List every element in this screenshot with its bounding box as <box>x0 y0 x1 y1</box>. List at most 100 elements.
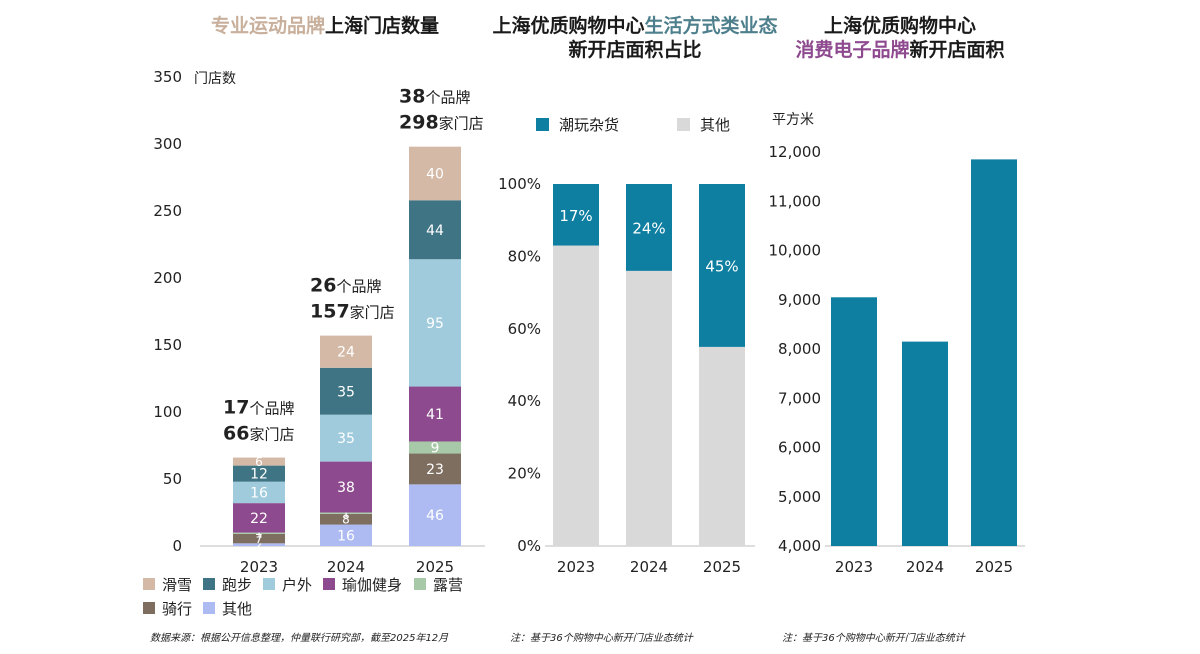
legend-swatch <box>263 578 275 590</box>
mid-chart-title: 上海优质购物中心生活方式类业态 新开店面积占比 <box>470 14 800 62</box>
y-axis-label: 平方米 <box>772 112 814 128</box>
bar-segment <box>320 461 372 513</box>
bar-segment <box>320 335 372 368</box>
segment-label: 16 <box>337 528 355 544</box>
bar-segment <box>320 524 372 546</box>
y-tick-label: 80% <box>508 247 541 265</box>
right-chart-title: 上海优质购物中心 消费电子品牌新开店面积 <box>770 14 1030 62</box>
y-tick-label: 0 <box>172 537 182 555</box>
bar-segment <box>233 543 285 546</box>
bar-segment <box>320 414 372 462</box>
segment-label: 2 <box>255 538 263 552</box>
segment-label: 23 <box>426 462 444 478</box>
y-tick-label: 250 <box>153 202 182 220</box>
legend-label: 骑行 <box>162 600 192 618</box>
store-count-annotation: 66家门店 <box>223 423 294 445</box>
x-tick-label: 2025 <box>703 558 741 576</box>
x-tick-label: 2023 <box>240 558 278 576</box>
y-tick-label: 100% <box>498 175 541 193</box>
y-tick-label: 9,000 <box>778 291 821 309</box>
segment-label: 40 <box>426 167 444 183</box>
segment-label: 44 <box>426 223 444 239</box>
bar-segment <box>409 259 461 387</box>
y-tick-label: 50 <box>163 470 182 488</box>
y-tick-label: 40% <box>508 392 541 410</box>
mid-title-plain: 上海优质购物中心 <box>492 15 645 37</box>
bar <box>831 297 877 546</box>
y-tick-label: 300 <box>153 135 182 153</box>
bar-segment <box>409 386 461 442</box>
y-tick-label: 8,000 <box>778 340 821 358</box>
x-tick-label: 2023 <box>557 558 595 576</box>
y-tick-label: 20% <box>508 465 541 483</box>
left-chart-title: 专业运动品牌上海门店数量 <box>160 14 490 38</box>
segment-label: 6 <box>255 455 263 469</box>
bar-segment <box>409 484 461 546</box>
bar <box>902 341 948 546</box>
left-title-highlight: 专业运动品牌 <box>210 15 325 37</box>
legend-swatch <box>677 118 690 131</box>
left-title-rest: 上海门店数量 <box>325 15 440 37</box>
y-tick-label: 7,000 <box>778 389 821 407</box>
bar-segment <box>233 457 285 466</box>
mid-title-line2: 新开店面积占比 <box>568 39 702 61</box>
legend-swatch <box>203 602 215 614</box>
legend-label: 其他 <box>222 600 252 618</box>
bar-segment <box>233 533 285 544</box>
right-source-note: 注：基于36个购物中心新开门店业态统计 <box>782 633 965 644</box>
y-tick-label: 5,000 <box>778 488 821 506</box>
bar-segment <box>626 270 672 546</box>
segment-label: 16 <box>250 485 268 501</box>
segment-label: 95 <box>426 316 444 332</box>
mid-source-note: 注：基于36个购物中心新开门店业态统计 <box>510 633 693 644</box>
bar-segment <box>409 453 461 485</box>
y-tick-label: 100 <box>153 403 182 421</box>
legend-label: 潮玩杂货 <box>559 116 619 134</box>
legend-swatch <box>143 602 155 614</box>
mid-title-highlight: 生活方式类业态 <box>644 15 778 37</box>
segment-label: 1 <box>342 506 350 520</box>
segment-label: 8 <box>342 513 350 527</box>
store-count-annotation: 298家门店 <box>399 112 484 134</box>
bar-segment <box>409 441 461 454</box>
segment-label: 22 <box>250 511 268 527</box>
bar-segment <box>233 503 285 533</box>
bar-segment <box>699 346 745 546</box>
segment-label: 24% <box>632 219 665 237</box>
legend-label: 露营 <box>433 576 463 594</box>
y-tick-label: 200 <box>153 269 182 287</box>
bar-segment <box>626 184 672 271</box>
y-tick-label: 11,000 <box>769 192 822 210</box>
bar-segment <box>320 513 372 525</box>
legend-swatch <box>414 578 426 590</box>
y-tick-label: 10,000 <box>769 242 822 260</box>
segment-label: 7 <box>255 532 263 546</box>
x-tick-label: 2025 <box>975 558 1013 576</box>
legend-label: 滑雪 <box>162 576 192 594</box>
bar-segment <box>553 184 599 246</box>
segment-label: 45% <box>705 257 738 275</box>
legend-swatch <box>536 118 549 131</box>
bar-segment <box>409 200 461 260</box>
y-tick-label: 150 <box>153 336 182 354</box>
brand-count-annotation: 17个品牌 <box>223 397 294 419</box>
x-tick-label: 2025 <box>416 558 454 576</box>
bar-segment <box>409 146 461 201</box>
segment-label: 38 <box>337 480 355 496</box>
y-tick-label: 60% <box>508 320 541 338</box>
legend-label: 瑜伽健身 <box>342 576 402 594</box>
legend-label: 跑步 <box>222 576 252 594</box>
segment-label: 35 <box>337 384 355 400</box>
y-tick-label: 12,000 <box>769 143 822 161</box>
y-axis-label: 门店数 <box>194 71 236 87</box>
brand-count-annotation: 38个品牌 <box>399 86 470 108</box>
legend-swatch <box>203 578 215 590</box>
segment-label: 9 <box>431 441 440 457</box>
legend-swatch <box>323 578 335 590</box>
y-tick-label: 350 <box>153 68 182 86</box>
store-count-annotation: 157家门店 <box>310 301 395 323</box>
legend-label: 其他 <box>700 116 730 134</box>
segment-label: 35 <box>337 431 355 447</box>
bar-segment <box>233 465 285 482</box>
